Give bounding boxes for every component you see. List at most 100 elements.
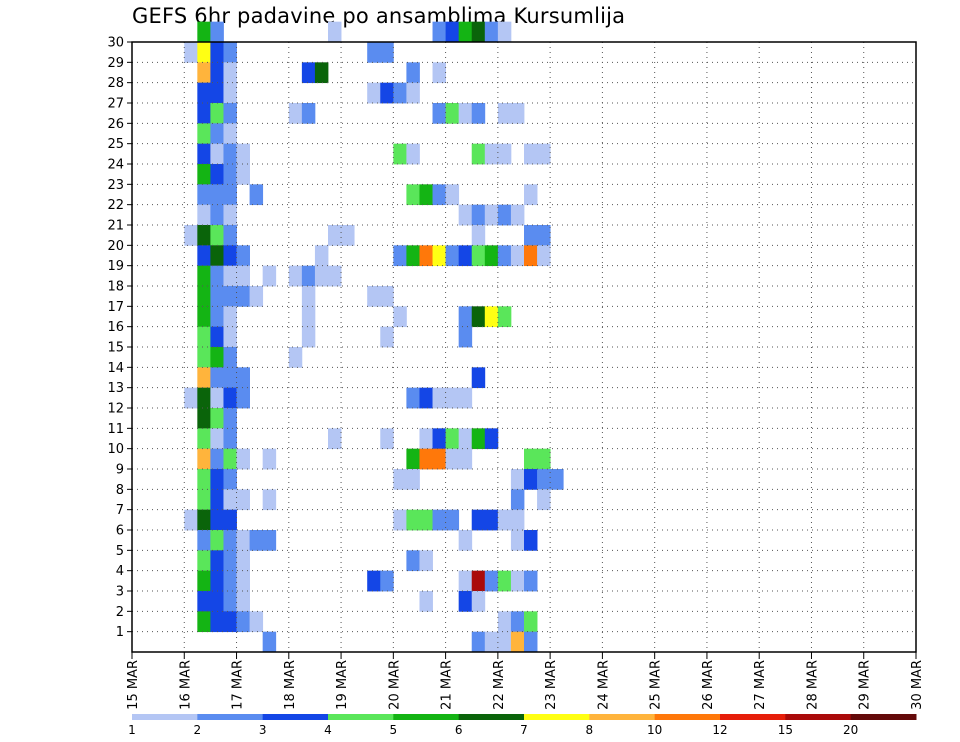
heatmap-cell bbox=[236, 611, 250, 633]
heatmap-cell bbox=[249, 611, 264, 633]
heatmap-cell bbox=[328, 225, 342, 246]
x-tick-label: 21 MAR bbox=[440, 660, 455, 710]
heatmap-cell bbox=[484, 21, 499, 43]
x-tick-label: 29 MAR bbox=[858, 660, 873, 710]
heatmap-cell bbox=[223, 103, 237, 124]
x-tick-label: 28 MAR bbox=[805, 660, 820, 710]
x-tick-label: 30 MAR bbox=[910, 660, 925, 710]
heatmap-cell bbox=[406, 82, 420, 104]
y-tick-label: 7 bbox=[116, 503, 124, 518]
heatmap-cell bbox=[301, 306, 316, 328]
heatmap-cell bbox=[210, 509, 224, 531]
x-tick-label: 24 MAR bbox=[596, 660, 611, 710]
heatmap-cell bbox=[288, 347, 303, 368]
heatmap-cell bbox=[393, 82, 407, 104]
heatmap-cell bbox=[537, 469, 551, 490]
heatmap-cell bbox=[262, 265, 277, 287]
heatmap-cell bbox=[249, 286, 264, 307]
x-tick-label: 25 MAR bbox=[649, 660, 664, 710]
heatmap-cell bbox=[301, 326, 316, 348]
heatmap-cell bbox=[510, 631, 525, 653]
heatmap-cell bbox=[393, 245, 407, 267]
heatmap-cell bbox=[197, 570, 211, 592]
heatmap-cell bbox=[223, 265, 237, 287]
legend-swatch bbox=[720, 714, 786, 720]
y-tick-label: 6 bbox=[116, 524, 124, 539]
heatmap-cell bbox=[484, 509, 499, 531]
heatmap-cell bbox=[419, 448, 433, 470]
heatmap-cell bbox=[223, 164, 237, 185]
heatmap-cell bbox=[236, 530, 250, 551]
heatmap-cell bbox=[458, 103, 473, 124]
legend-label: 6 bbox=[455, 723, 463, 737]
heatmap-cell bbox=[458, 428, 473, 450]
heatmap-cell bbox=[445, 428, 460, 450]
legend-swatch bbox=[589, 714, 656, 720]
heatmap-cell bbox=[223, 387, 237, 409]
y-tick-label: 23 bbox=[107, 178, 124, 193]
heatmap-cell bbox=[497, 509, 512, 531]
heatmap-cell bbox=[210, 62, 224, 84]
heatmap-cell bbox=[197, 103, 211, 124]
heatmap-cell bbox=[236, 550, 250, 572]
heatmap-cell bbox=[328, 265, 342, 287]
heatmap-cell bbox=[432, 387, 446, 409]
heatmap-cell bbox=[524, 143, 538, 165]
heatmap-cell bbox=[419, 245, 433, 267]
heatmap-cell bbox=[184, 225, 198, 246]
heatmap-cell bbox=[210, 326, 224, 348]
heatmap-cells bbox=[184, 21, 564, 653]
heatmap-cell bbox=[471, 306, 486, 328]
x-tick-label: 18 MAR bbox=[283, 660, 298, 710]
y-tick-label: 24 bbox=[107, 158, 124, 173]
heatmap-cell bbox=[223, 42, 237, 63]
heatmap-cell bbox=[184, 387, 198, 409]
heatmap-cell bbox=[471, 103, 486, 124]
x-tick-label: 22 MAR bbox=[492, 660, 507, 710]
heatmap-cell bbox=[223, 326, 237, 348]
heatmap-cell bbox=[393, 143, 407, 165]
heatmap-cell bbox=[458, 591, 473, 612]
heatmap-cell bbox=[524, 184, 538, 206]
heatmap-cell bbox=[210, 347, 224, 368]
heatmap-cell bbox=[223, 489, 237, 511]
heatmap-cell bbox=[197, 143, 211, 165]
legend-label: 3 bbox=[259, 723, 267, 737]
heatmap-cell bbox=[223, 448, 237, 470]
y-tick-label: 10 bbox=[107, 442, 124, 457]
y-tick-label: 1 bbox=[116, 625, 124, 640]
legend-label: 4 bbox=[324, 723, 332, 737]
heatmap-cell bbox=[471, 225, 486, 246]
y-tick-label: 26 bbox=[107, 117, 124, 132]
heatmap-cell bbox=[510, 530, 525, 551]
heatmap-cell bbox=[471, 591, 486, 612]
legend-swatch bbox=[654, 714, 721, 720]
heatmap-cell bbox=[210, 21, 224, 43]
heatmap-cell bbox=[458, 387, 473, 409]
heatmap-cell bbox=[223, 204, 237, 226]
heatmap-cell bbox=[197, 265, 211, 287]
heatmap-cell bbox=[210, 530, 224, 551]
heatmap-cell bbox=[380, 82, 394, 104]
heatmap-cell bbox=[524, 570, 538, 592]
heatmap-cell bbox=[197, 387, 211, 409]
heatmap-cell bbox=[197, 204, 211, 226]
heatmap-cell bbox=[210, 408, 224, 429]
heatmap-cell bbox=[432, 21, 446, 43]
heatmap-cell bbox=[301, 103, 316, 124]
y-tick-label: 12 bbox=[107, 402, 124, 417]
color-legend: 1 2 3 4 5 6 7 8 10 12 15 20 bbox=[128, 714, 917, 737]
heatmap-cell bbox=[197, 184, 211, 206]
heatmap-cell bbox=[314, 265, 329, 287]
legend-swatch bbox=[197, 714, 264, 720]
heatmap-cell bbox=[497, 21, 512, 43]
heatmap-cell bbox=[432, 245, 446, 267]
heatmap-cell bbox=[197, 306, 211, 328]
heatmap-cell bbox=[484, 570, 499, 592]
heatmap-cell bbox=[471, 245, 486, 267]
heatmap-cell bbox=[458, 21, 473, 43]
heatmap-cell bbox=[210, 570, 224, 592]
heatmap-cell bbox=[301, 286, 316, 307]
heatmap-cell bbox=[210, 448, 224, 470]
heatmap-cell bbox=[223, 286, 237, 307]
